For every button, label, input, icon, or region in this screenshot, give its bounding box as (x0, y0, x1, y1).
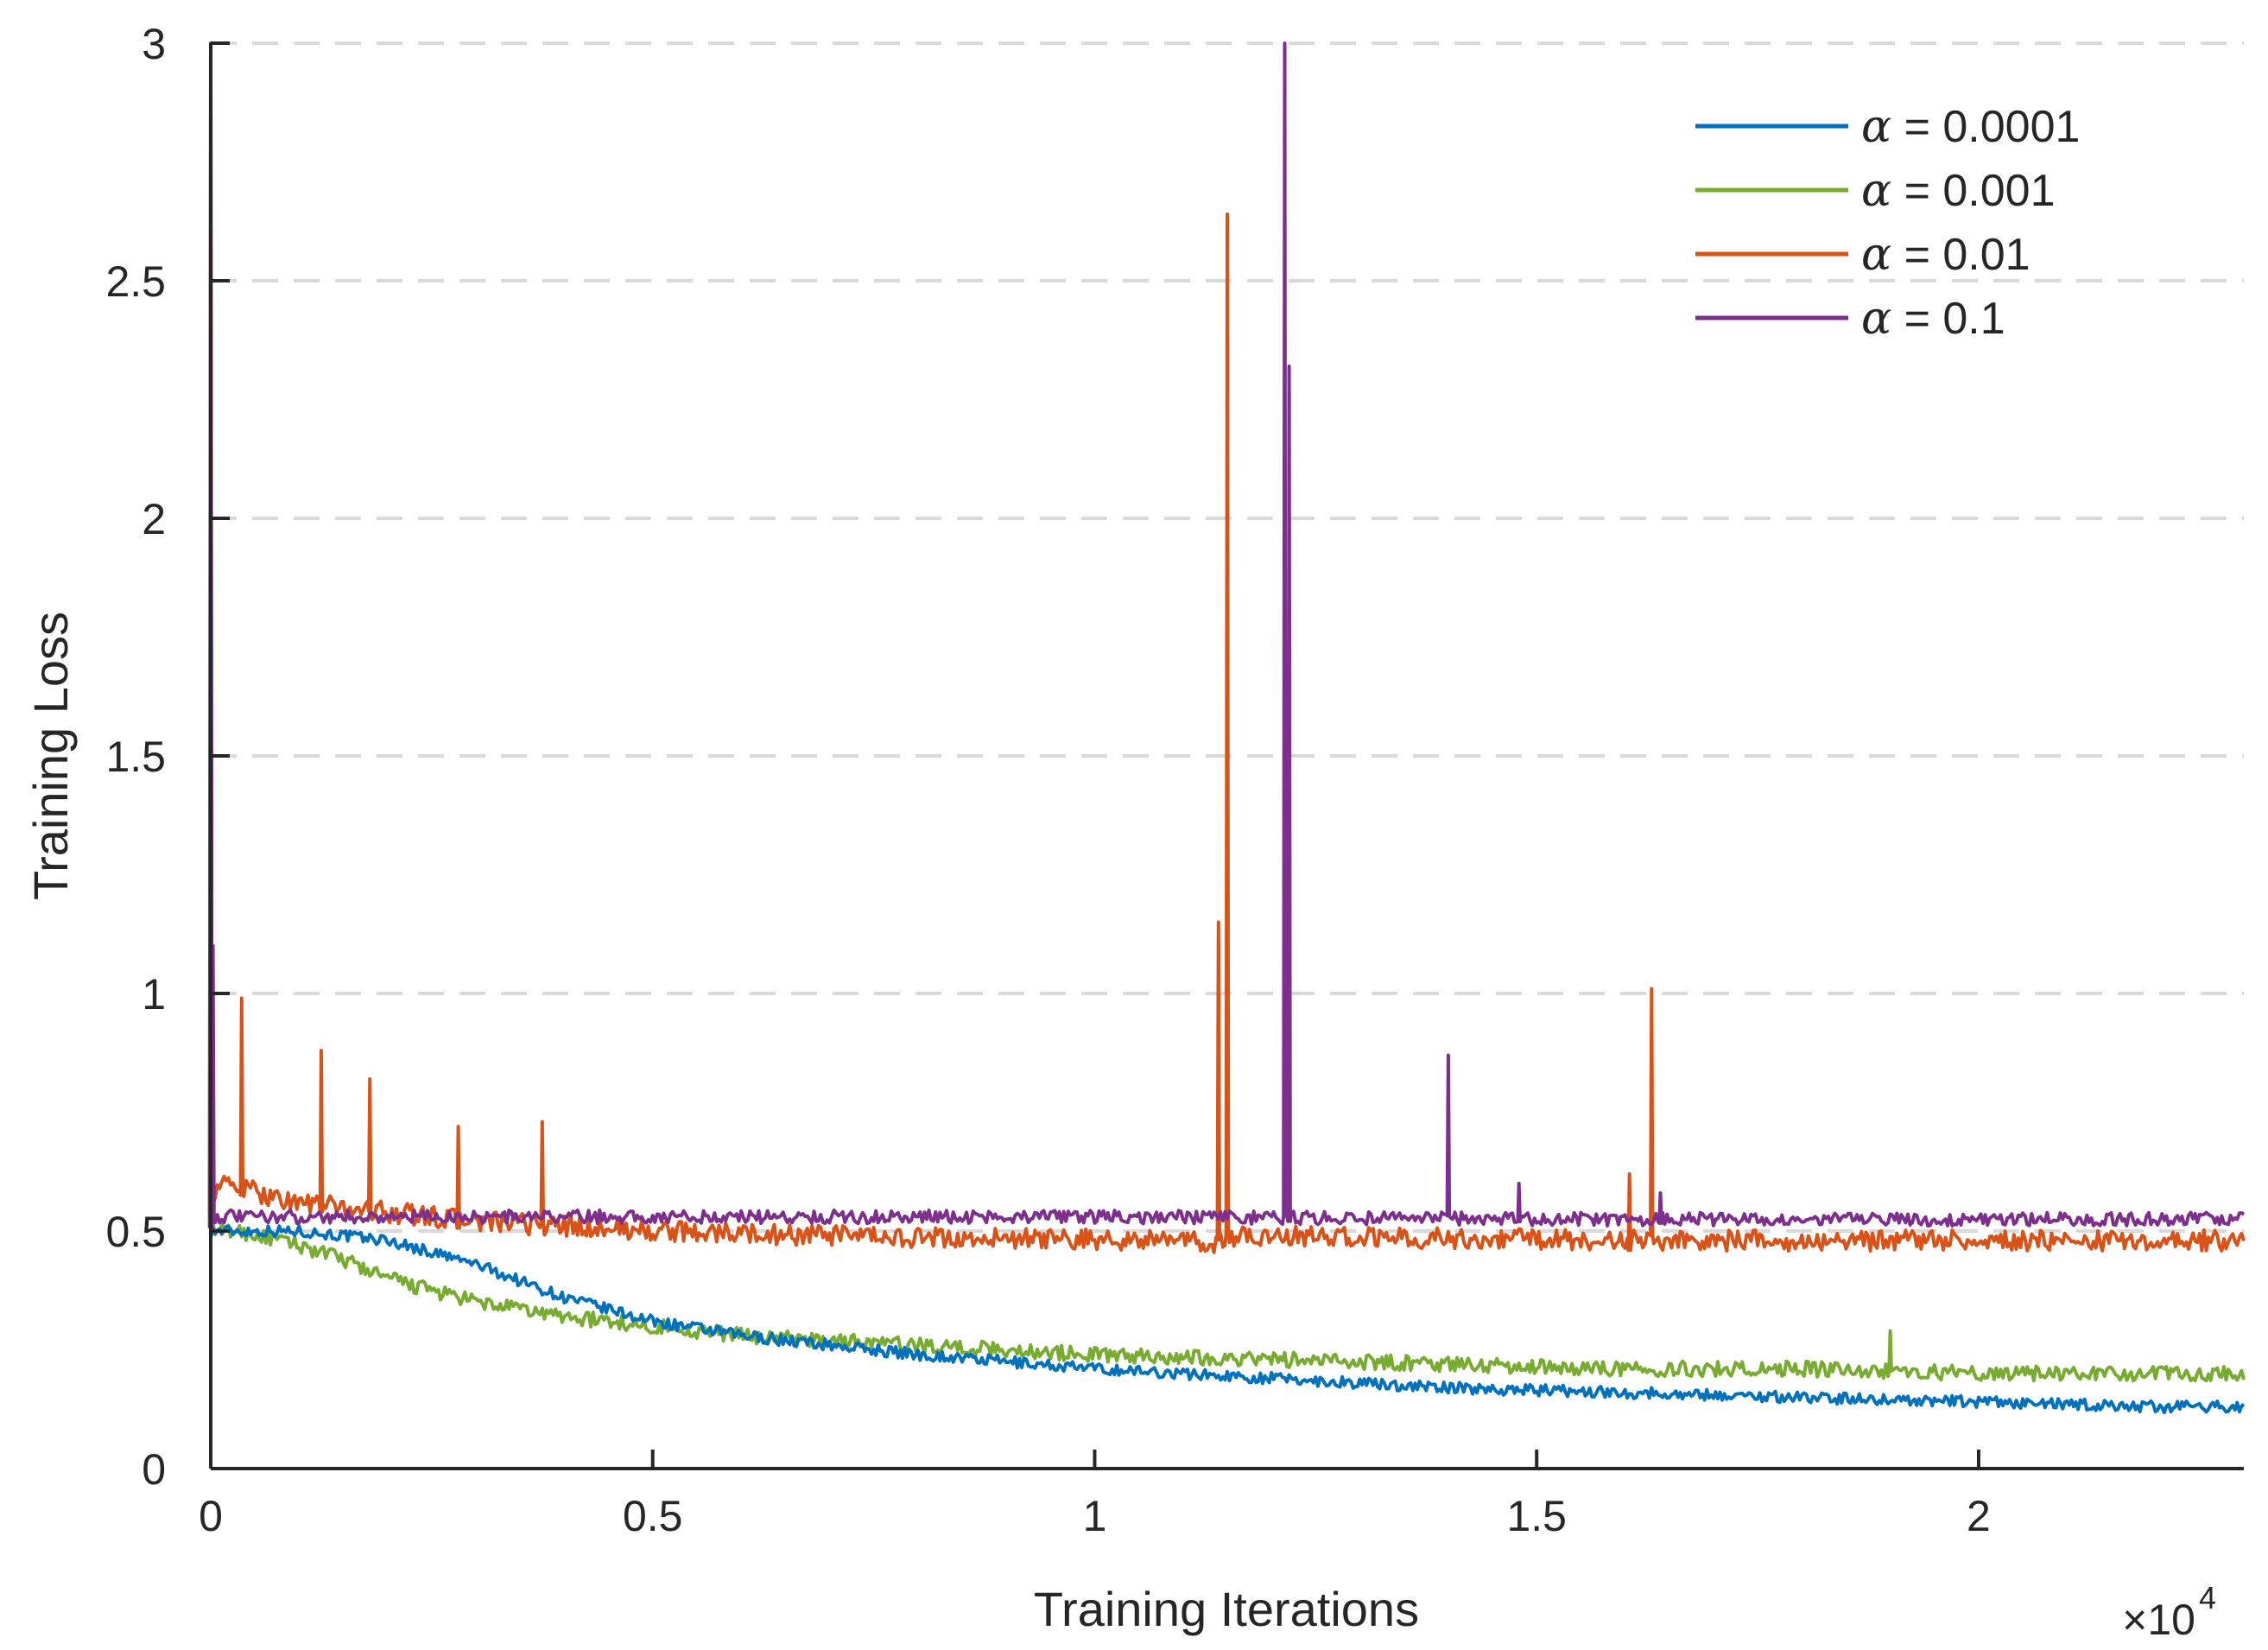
x-tick-label-4: 2 (1967, 1492, 1991, 1540)
y-tick-label-3: 1.5 (105, 733, 166, 781)
series-line-3 (207, 41, 2246, 1230)
legend: α = 0.0001 α = 0.001 α = 0.01 α = 0.1 (1695, 101, 2080, 345)
x-multiplier-exponent: 4 (2199, 1580, 2216, 1615)
x-multiplier-base: ×10 (2122, 1596, 2195, 1644)
y-tick-label-5: 2.5 (105, 257, 166, 306)
x-tick-label-3: 1.5 (1506, 1492, 1567, 1540)
series-layer (207, 41, 2246, 1414)
legend-label-0: α = 0.0001 (1861, 101, 2080, 153)
y-tick-label-6: 3 (142, 20, 166, 68)
tick-labels: 0 0.5 1 1.5 2 0 0.5 1 1.5 2 2.5 3 (105, 20, 1990, 1540)
y-tick-label-0: 0 (142, 1445, 166, 1494)
legend-label-3: α = 0.1 (1861, 293, 2005, 345)
x-tick-label-0: 0 (199, 1492, 223, 1540)
y-axis-label: Training Loss (23, 612, 78, 900)
x-tick-label-1: 0.5 (623, 1492, 683, 1540)
x-axis-label: Training Iterations (1034, 1582, 1419, 1636)
series-line-1 (209, 1222, 2246, 1383)
x-multiplier: ×10 4 (2122, 1580, 2216, 1644)
y-tick-label-1: 0.5 (105, 1208, 166, 1256)
x-tick-label-2: 1 (1083, 1492, 1107, 1540)
legend-label-1: α = 0.001 (1861, 165, 2056, 217)
series-line-2 (207, 41, 2246, 1254)
y-tick-label-2: 1 (142, 970, 166, 1019)
y-tick-label-4: 2 (142, 495, 166, 543)
legend-label-2: α = 0.01 (1861, 229, 2030, 281)
series-line-0 (209, 1223, 2246, 1414)
